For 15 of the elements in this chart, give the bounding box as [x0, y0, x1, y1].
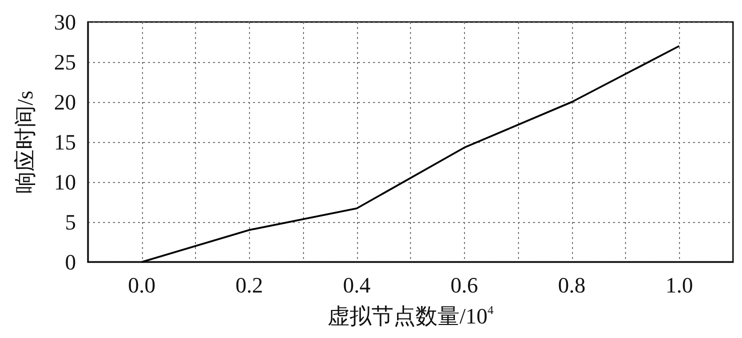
x-tick-label: 1.0: [666, 272, 693, 298]
y-tick-label: 0: [65, 250, 76, 274]
line-series: [140, 45, 680, 263]
y-axis-title: 响应时间/s: [12, 90, 38, 194]
y-tick-label: 20: [54, 90, 76, 114]
x-tick-label: 0.8: [558, 272, 586, 298]
y-tick-label: 15: [54, 130, 76, 154]
y-tick-label: 30: [54, 10, 76, 34]
y-tick-label: 5: [65, 210, 76, 234]
y-tick-label: 10: [54, 170, 76, 194]
x-tick-label: 0.6: [450, 272, 478, 298]
x-tick-label: 0.2: [236, 272, 263, 298]
y-tick-label: 25: [54, 50, 76, 74]
x-tick-label: 0.0: [128, 272, 156, 298]
x-tick-label: 0.4: [343, 272, 370, 298]
